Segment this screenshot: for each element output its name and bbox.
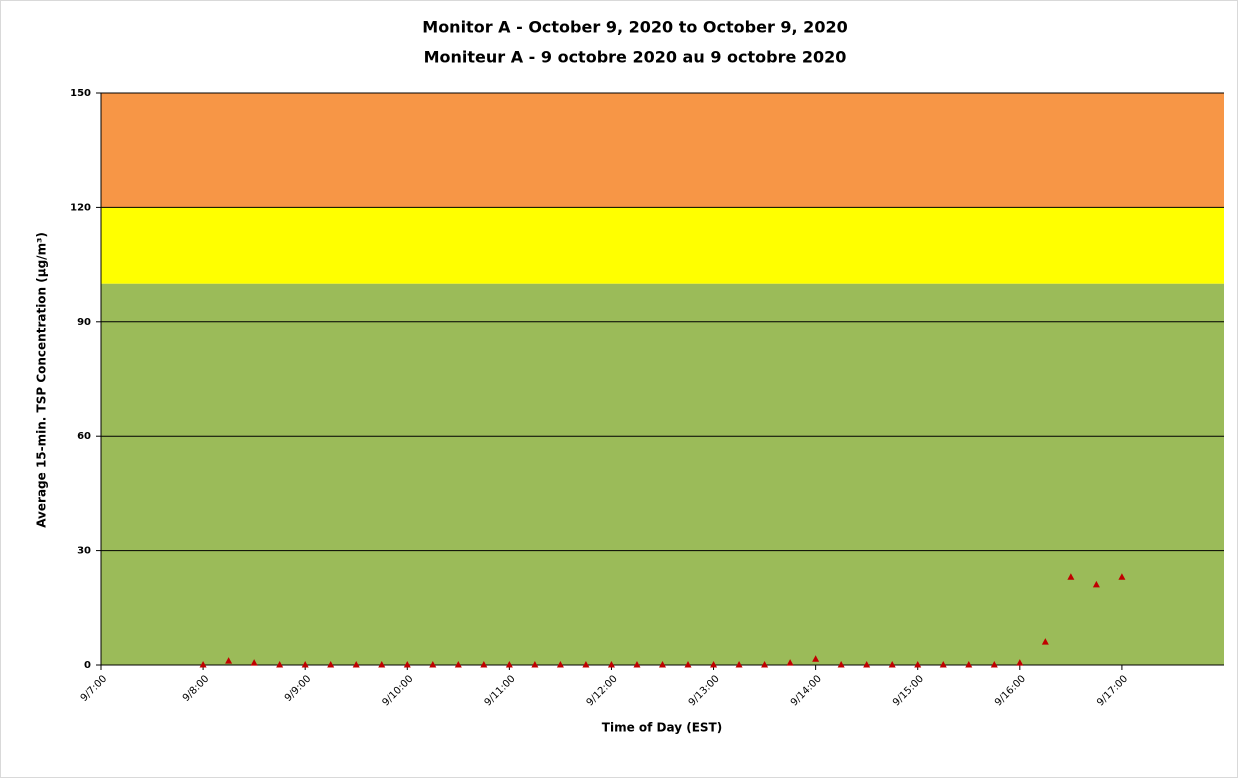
point bbox=[965, 661, 973, 668]
point bbox=[812, 655, 820, 662]
point bbox=[352, 661, 360, 668]
x-axis-label: Time of Day (EST) bbox=[602, 721, 722, 735]
point bbox=[225, 657, 233, 664]
band bbox=[101, 93, 1224, 208]
point bbox=[403, 661, 411, 668]
point bbox=[378, 661, 386, 668]
y-tick-label: 60 bbox=[77, 431, 91, 442]
point bbox=[531, 661, 539, 668]
point bbox=[914, 661, 922, 668]
point bbox=[556, 661, 564, 668]
point bbox=[250, 659, 258, 666]
y-tick-label: 90 bbox=[77, 317, 91, 328]
y-tick-label: 150 bbox=[70, 88, 91, 99]
point bbox=[607, 661, 615, 668]
point bbox=[480, 661, 488, 668]
point bbox=[1067, 573, 1075, 580]
y-tick-label: 0 bbox=[84, 660, 91, 671]
band bbox=[101, 207, 1224, 284]
point bbox=[582, 661, 590, 668]
point bbox=[429, 661, 437, 668]
point bbox=[761, 661, 769, 668]
point bbox=[1041, 638, 1049, 645]
band bbox=[101, 283, 1224, 665]
point bbox=[659, 661, 666, 668]
point bbox=[1092, 580, 1100, 588]
point bbox=[837, 661, 845, 668]
chart-title: Monitor A - October 9, 2020 to October 9… bbox=[422, 18, 847, 37]
point bbox=[939, 661, 947, 668]
point bbox=[990, 661, 998, 668]
point bbox=[327, 661, 335, 668]
point bbox=[505, 661, 513, 668]
point bbox=[735, 661, 743, 668]
point bbox=[863, 661, 871, 668]
point bbox=[1016, 659, 1024, 666]
point bbox=[276, 661, 284, 668]
point bbox=[710, 661, 718, 668]
y-tick-label: 30 bbox=[77, 546, 91, 557]
point bbox=[454, 661, 462, 668]
y-axis-label: Average 15-min. TSP Concentration (µg/m³… bbox=[35, 232, 49, 528]
point bbox=[786, 659, 794, 666]
point bbox=[888, 661, 896, 668]
y-tick-label: 120 bbox=[70, 202, 91, 213]
chart-subtitle: Moniteur A - 9 octobre 2020 au 9 octobre… bbox=[424, 48, 847, 67]
point bbox=[684, 661, 692, 668]
point bbox=[301, 661, 309, 668]
point bbox=[633, 661, 641, 668]
point bbox=[199, 661, 207, 668]
point bbox=[1118, 573, 1126, 580]
